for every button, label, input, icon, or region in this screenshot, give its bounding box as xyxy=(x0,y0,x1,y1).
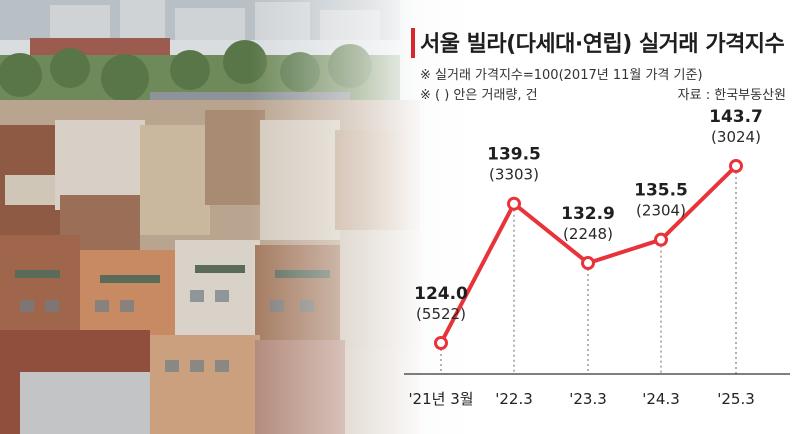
series-line xyxy=(439,164,738,345)
x-tick-label: '22.3 xyxy=(495,390,533,408)
value-label: 139.5 xyxy=(487,145,541,165)
data-point-4 xyxy=(729,159,743,173)
chart-title: 서울 빌라(다세대·연립) 실거래 가격지수 xyxy=(420,32,785,57)
value-label: 143.7 xyxy=(709,107,763,127)
volume-label: (2248) xyxy=(563,225,613,243)
data-point-3 xyxy=(654,232,668,247)
value-label: 132.9 xyxy=(561,204,615,224)
x-tick-label: '23.3 xyxy=(569,390,607,408)
note-index-baseline: ※ 실거래 가격지수=100(2017년 11월 가격 기준) xyxy=(420,68,703,83)
guide-lines xyxy=(440,172,737,374)
source-credit: 자료 : 한국부동산원 xyxy=(677,88,786,103)
x-axis-ticks: '21년 3월 '22.3 '23.3 '24.3 '25.3 xyxy=(408,390,754,408)
x-tick-label: '25.3 xyxy=(717,390,755,408)
volume-label: (2304) xyxy=(636,202,686,220)
data-point-2 xyxy=(581,256,595,271)
volume-label: (3024) xyxy=(711,128,761,146)
title-accent-bar xyxy=(411,28,415,58)
point-labels: 124.0(5522) 139.5(3303) 132.9(2248) 135.5(2… xyxy=(414,107,763,323)
note-volume-unit: ※ ( ) 안은 거래량, 건 xyxy=(420,88,538,103)
data-point-0 xyxy=(434,336,448,350)
x-tick-label: '24.3 xyxy=(642,390,680,408)
x-tick-label: '21년 3월 xyxy=(408,390,473,408)
volume-label: (5522) xyxy=(416,305,466,323)
series-line-group xyxy=(434,159,743,350)
volume-label: (3303) xyxy=(489,166,539,184)
value-label: 124.0 xyxy=(414,284,468,304)
value-label: 135.5 xyxy=(634,181,688,201)
data-point-1 xyxy=(507,196,521,211)
